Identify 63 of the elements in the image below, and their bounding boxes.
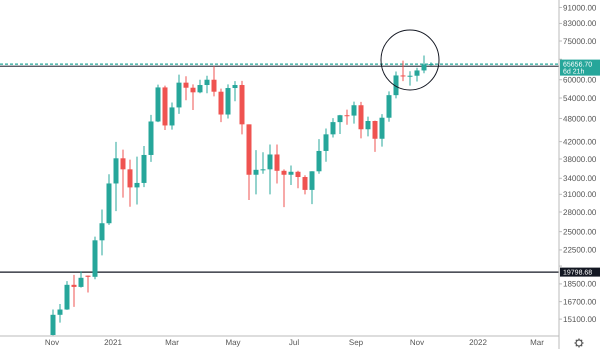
candlestick	[408, 70, 412, 86]
candlestick	[190, 84, 196, 110]
y-tick-label: 75000.00	[563, 36, 597, 46]
candlestick	[386, 90, 392, 122]
candlestick	[204, 75, 210, 94]
candlestick	[366, 116, 370, 137]
candlestick	[296, 170, 300, 189]
candlestick	[78, 270, 84, 288]
x-tick-label: Nov	[410, 338, 424, 347]
candlestick	[316, 138, 322, 174]
candlestick	[184, 76, 188, 101]
y-tick-label: 22500.00	[563, 246, 597, 255]
x-tick-label: Sep	[348, 338, 364, 347]
candlestick	[128, 159, 132, 208]
y-tick-label: 48000.00	[563, 114, 597, 124]
candlestick	[372, 120, 378, 152]
x-tick-label: Nov	[44, 338, 60, 347]
y-tick-label: 25000.00	[563, 227, 597, 236]
candlestick	[274, 144, 280, 184]
candlestick	[260, 152, 266, 174]
y-tick-label: 83000.00	[563, 19, 597, 28]
x-tick-label: Mar	[165, 338, 180, 347]
y-tick-label: 38000.00	[563, 154, 597, 164]
x-tick-label: Mar	[530, 338, 544, 347]
candlestick	[72, 274, 76, 308]
candlestick	[198, 79, 202, 94]
x-tick-label: Jul	[288, 338, 300, 347]
y-tick-label: 16700.00	[563, 297, 597, 306]
candlestick	[352, 101, 356, 124]
candlestick	[218, 88, 224, 123]
y-tick-label: 15100.00	[563, 314, 597, 324]
candlestick	[310, 170, 314, 205]
candlestick	[232, 80, 238, 102]
candlestick	[344, 109, 350, 126]
candlestick	[100, 209, 104, 256]
candlestick	[58, 303, 62, 324]
candlestick	[380, 114, 384, 148]
y-tick-label: 31000.00	[563, 190, 597, 200]
candlestick	[50, 309, 56, 336]
candlestick	[330, 118, 336, 138]
y-tick-label: 28000.00	[563, 208, 597, 217]
y-tick-label: 42000.00	[563, 137, 597, 146]
candlestick	[338, 114, 342, 134]
candlestick	[324, 128, 328, 162]
candlestick	[394, 71, 398, 99]
y-tick-label: 34000.00	[563, 174, 597, 184]
x-tick-label: May	[225, 338, 241, 347]
candlestick	[400, 60, 406, 82]
x-tick-label: 2022	[469, 338, 488, 347]
candlestick	[120, 149, 126, 198]
candlestick	[414, 67, 420, 82]
candlestick	[212, 66, 216, 97]
candlestick	[134, 156, 140, 205]
y-tick-label: 60000.00	[563, 76, 597, 85]
y-tick-label: 54000.00	[563, 94, 597, 103]
x-tick-label: 2021	[104, 338, 122, 347]
candlestick	[302, 174, 308, 195]
candlestick	[254, 150, 258, 195]
y-tick-label: 91000.00	[563, 3, 597, 12]
candlestick	[170, 102, 174, 130]
y-tick-label: 18500.00	[563, 280, 597, 289]
candlestick	[86, 274, 90, 294]
candlestick	[268, 144, 272, 195]
